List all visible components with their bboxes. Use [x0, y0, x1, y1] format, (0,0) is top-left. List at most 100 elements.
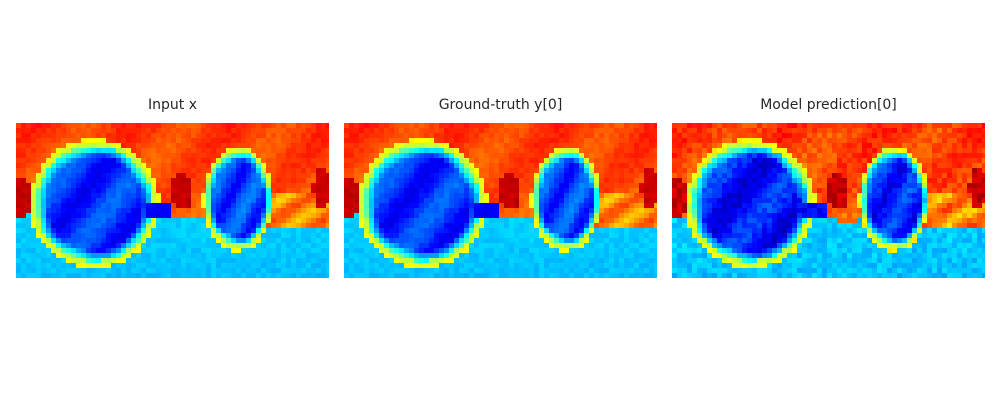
heatmap-cell [807, 203, 813, 209]
heatmap-cell [226, 193, 232, 199]
heatmap-cell [271, 178, 277, 184]
heatmap-cell [439, 183, 445, 189]
heatmap-cell [76, 173, 82, 179]
heatmap-cell [161, 158, 167, 164]
heatmap-cell [722, 193, 728, 199]
heatmap-cell [737, 193, 743, 199]
heatmap-cell [654, 183, 657, 189]
heatmap-cell [296, 263, 302, 269]
heatmap-cell [384, 153, 390, 159]
heatmap-cell [281, 173, 287, 179]
heatmap-cell [276, 123, 282, 129]
heatmap-cell [151, 253, 157, 259]
heatmap-cell [166, 228, 172, 234]
heatmap-cell [301, 133, 307, 139]
heatmap-cell [31, 223, 37, 229]
heatmap-cell [136, 253, 142, 259]
heatmap-cell [181, 178, 187, 184]
heatmap-cell [326, 218, 329, 224]
heatmap-cell [649, 123, 655, 129]
heatmap-cell [937, 148, 943, 154]
heatmap-cell [379, 148, 385, 154]
heatmap-cell [454, 268, 460, 274]
heatmap-cell [519, 268, 525, 274]
heatmap-cell [842, 163, 848, 169]
heatmap-cell [519, 183, 525, 189]
heatmap-cell [862, 178, 868, 184]
heatmap-cell [449, 233, 455, 239]
heatmap-cell [469, 148, 475, 154]
heatmap-cell [494, 273, 500, 278]
heatmap-cell [757, 163, 763, 169]
heatmap-cell [639, 173, 645, 179]
heatmap-cell [429, 218, 435, 224]
heatmap-cell [171, 213, 177, 219]
heatmap-cell [141, 198, 147, 204]
heatmap-cell [454, 248, 460, 254]
heatmap-cell [236, 133, 242, 139]
heatmap-cell [524, 123, 530, 129]
heatmap-cell [609, 268, 615, 274]
heatmap-cell [71, 203, 77, 209]
heatmap-cell [614, 163, 620, 169]
heatmap-cell [21, 128, 27, 134]
heatmap-cell [66, 203, 72, 209]
heatmap-cell [499, 243, 505, 249]
heatmap-cell [767, 148, 773, 154]
heatmap-cell [364, 228, 370, 234]
heatmap-cell [374, 148, 380, 154]
heatmap-cell [564, 268, 570, 274]
heatmap-cell [589, 178, 595, 184]
heatmap-cell [101, 253, 107, 259]
heatmap-cell [51, 178, 57, 184]
heatmap-cell [464, 213, 470, 219]
heatmap-cell [359, 123, 365, 129]
heatmap-cell [474, 138, 480, 144]
heatmap-cell [56, 133, 62, 139]
heatmap-cell [191, 133, 197, 139]
heatmap-cell [469, 123, 475, 129]
heatmap-cell [156, 138, 162, 144]
heatmap-cell [449, 243, 455, 249]
heatmap-cell [231, 123, 237, 129]
heatmap-cell [812, 178, 818, 184]
heatmap-cell [36, 223, 42, 229]
heatmap-cell [181, 163, 187, 169]
heatmap-cell [291, 243, 297, 249]
heatmap-cell [96, 233, 102, 239]
heatmap-cell [261, 253, 267, 259]
heatmap-cell [226, 273, 232, 278]
heatmap-cell [196, 198, 202, 204]
heatmap-cell [354, 133, 360, 139]
heatmap-cell [504, 128, 510, 134]
heatmap-cell [221, 168, 227, 174]
heatmap-cell [887, 148, 893, 154]
heatmap-cell [732, 183, 738, 189]
heatmap-cell [281, 268, 287, 274]
heatmap-cell [166, 243, 172, 249]
heatmap-cell [241, 158, 247, 164]
heatmap-cell [191, 238, 197, 244]
heatmap-cell [51, 273, 57, 278]
heatmap-cell [554, 153, 560, 159]
heatmap-cell [559, 143, 565, 149]
heatmap-cell [509, 213, 515, 219]
heatmap-cell [56, 143, 62, 149]
heatmap-cell [619, 248, 625, 254]
heatmap-cell [46, 213, 52, 219]
heatmap-cell [584, 253, 590, 259]
heatmap-cell [151, 198, 157, 204]
heatmap-cell [782, 123, 788, 129]
heatmap-cell [31, 148, 37, 154]
heatmap-cell [762, 148, 768, 154]
heatmap-cell [51, 263, 57, 269]
heatmap-cell [877, 173, 883, 179]
heatmap-cell [56, 123, 62, 129]
heatmap-cell [141, 218, 147, 224]
heatmap-cell [574, 153, 580, 159]
heatmap-cell [912, 158, 918, 164]
heatmap-cell [31, 213, 37, 219]
heatmap-cell [379, 133, 385, 139]
heatmap-cell [176, 123, 182, 129]
heatmap-cell [762, 158, 768, 164]
